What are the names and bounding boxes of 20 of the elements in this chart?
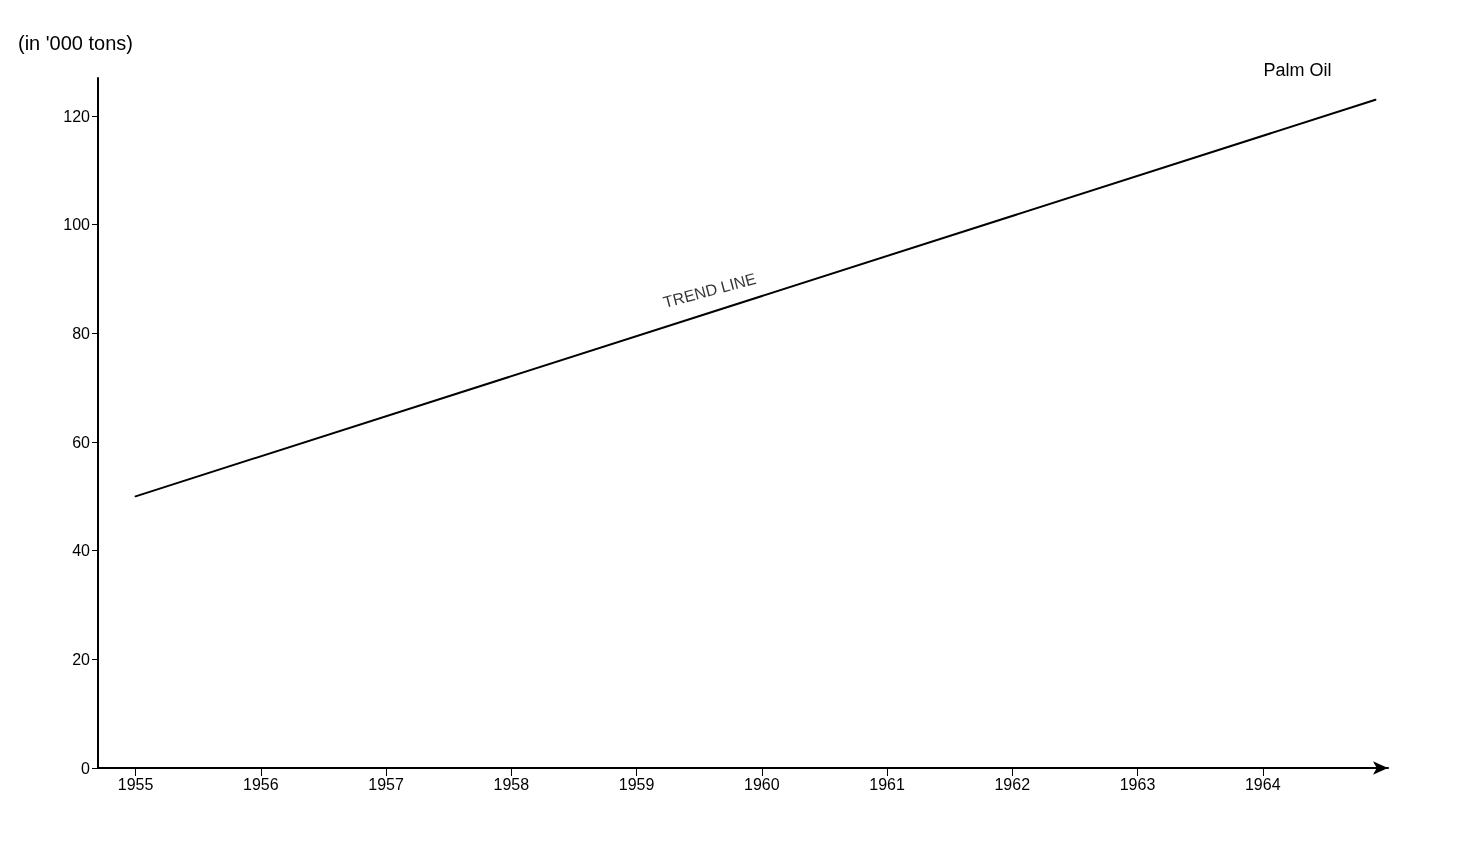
x-tick-label: 1956: [243, 775, 279, 793]
y-tick-label: 100: [63, 216, 91, 234]
y-tick-label: 0: [81, 759, 91, 777]
x-tick-label: 1962: [994, 775, 1031, 793]
annotation: TREND LINE: [661, 269, 758, 311]
x-tick-label: 1955: [117, 775, 154, 793]
x-tick-label: 1957: [368, 775, 404, 793]
y-tick-label: 120: [63, 107, 91, 125]
x-tick-label: 1963: [1119, 775, 1156, 793]
y-tick-label: 40: [72, 542, 91, 560]
y-axis-title: (in '000 tons): [18, 32, 133, 54]
y-tick-label: 20: [72, 650, 91, 668]
y-tick-label: 80: [72, 324, 91, 342]
x-tick-label: 1958: [493, 775, 530, 793]
x-tick-label: 1961: [869, 775, 905, 793]
y-tick-label: 60: [72, 433, 91, 451]
x-tick-label: 1959: [618, 775, 655, 793]
x-tick-label: 1960: [743, 775, 780, 793]
x-tick-label: 1964: [1244, 775, 1281, 793]
series-label: Palm Oil: [1263, 59, 1332, 80]
